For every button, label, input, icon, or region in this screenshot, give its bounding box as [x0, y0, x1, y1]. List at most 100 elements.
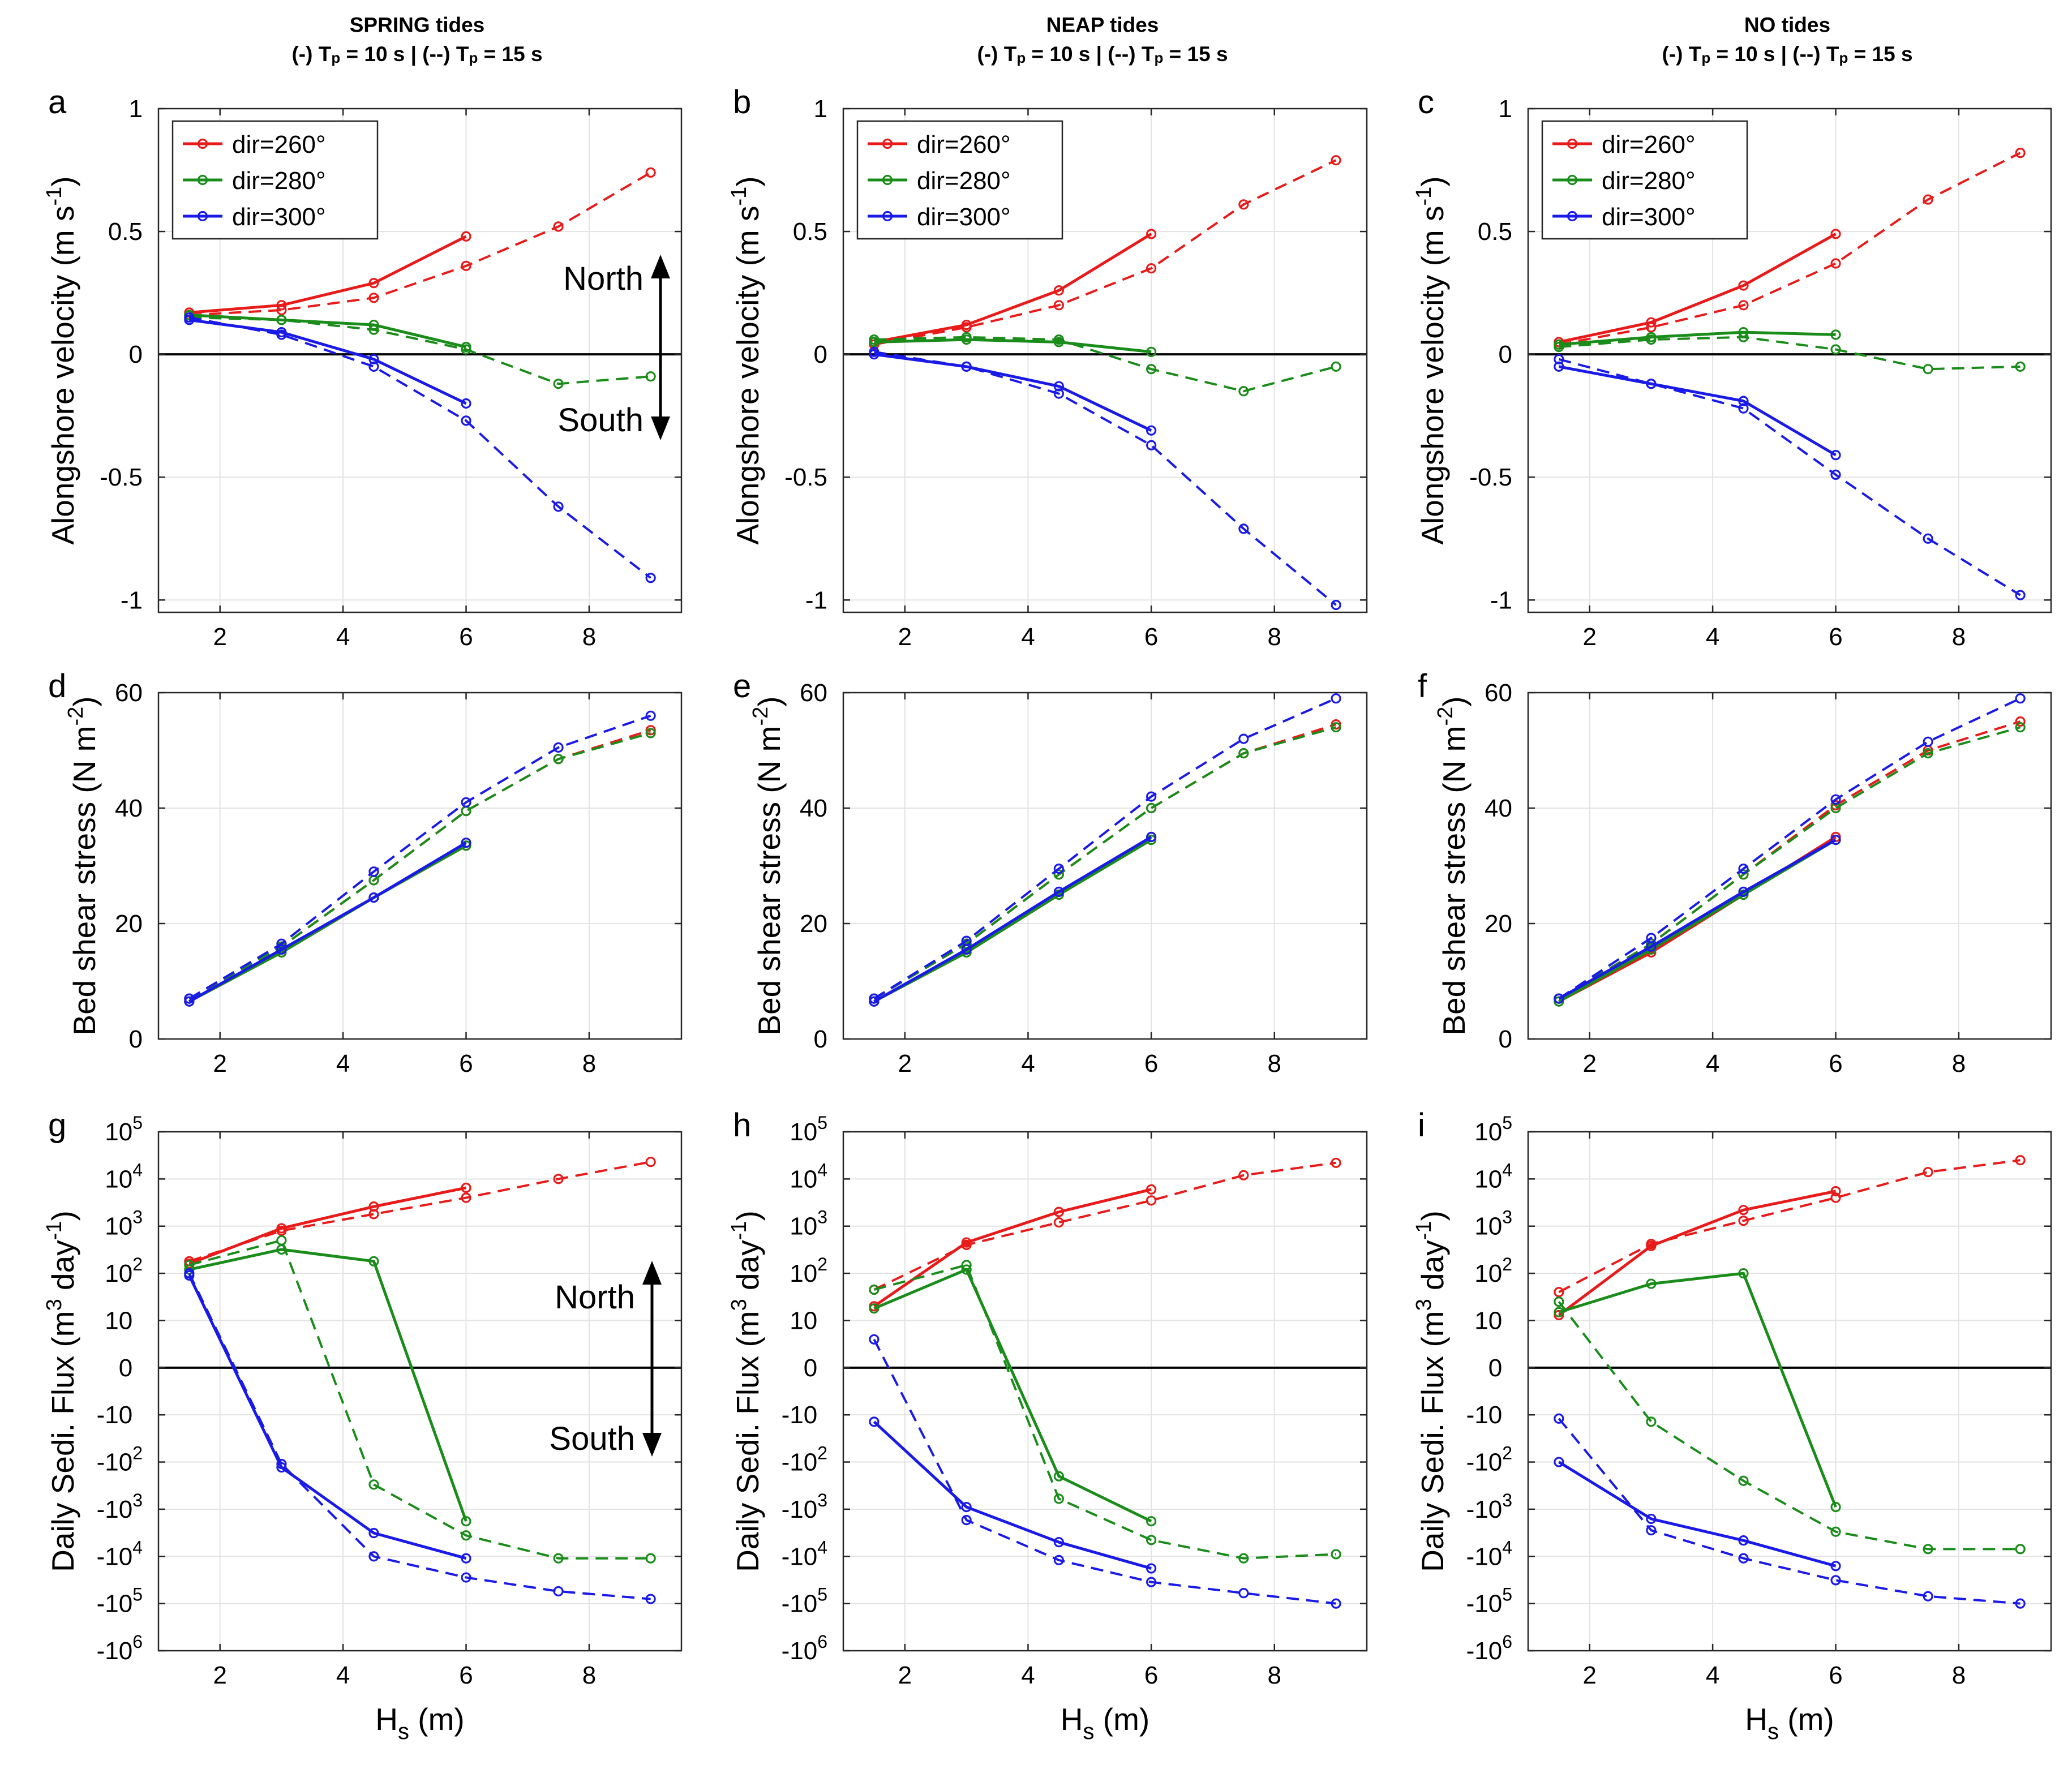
- axes-box: [157, 692, 683, 1040]
- title-neap-line2: (-) Tp = 10 s | (--) Tp = 15 s: [977, 42, 1228, 66]
- data-point: [1738, 1205, 1749, 1216]
- data-point: [1738, 396, 1749, 406]
- x-tick-label: 6: [1829, 1050, 1842, 1077]
- data-point: [2015, 722, 2026, 733]
- series-260-dashed: [1558, 1159, 2020, 1294]
- x-tick-label: 2: [898, 623, 912, 651]
- x-tick-label: 8: [1952, 1050, 1966, 1077]
- data-point: [1646, 1278, 1657, 1289]
- legend-label: dir=300°: [232, 203, 326, 231]
- data-point: [1554, 361, 1564, 372]
- axes-box: [157, 1131, 683, 1652]
- data-point: [1646, 317, 1657, 328]
- data-point: [645, 573, 656, 583]
- data-point: [1053, 1206, 1064, 1217]
- data-point: [461, 1516, 471, 1527]
- data-point: [2015, 693, 2026, 704]
- panel-b: 2 4 6 8 1 0.5 0 -0.5 -1 b Alongshore velocity (m s…: [727, 84, 1368, 651]
- data-point: [645, 710, 656, 721]
- y-tick-label: -1: [121, 586, 143, 614]
- panel-letter-e: e: [733, 668, 751, 705]
- data-point: [276, 304, 287, 316]
- series-260-dashed: [189, 171, 651, 316]
- data-point: [276, 944, 287, 955]
- panel-letter-d: d: [48, 668, 66, 705]
- legend-marker: [197, 211, 208, 222]
- panel-a: 2 4 6 8 1 0.5 0 -0.5 -1 a Alongshore velocity (m s…: [42, 84, 683, 651]
- y-tick-label: -104: [97, 1537, 143, 1570]
- data-point: [276, 1462, 287, 1473]
- data-point: [1830, 229, 1841, 239]
- data-point: [1830, 1575, 1841, 1586]
- y-axis-label: Alongshore velocity (m s-1): [727, 176, 765, 544]
- y-tick-label: 40: [800, 795, 827, 822]
- x-tick-label: 4: [336, 1661, 350, 1689]
- data-point: [2015, 590, 2026, 600]
- series-260-dashed: [1558, 152, 2021, 346]
- data-point: [1146, 1577, 1157, 1587]
- data-point: [1331, 693, 1341, 704]
- data-point: [1146, 791, 1157, 802]
- axes-box: [842, 1131, 1368, 1652]
- series-280-solid: [1558, 1272, 1837, 1508]
- series-260-solid: [873, 233, 1152, 344]
- series-280-solid: [189, 314, 467, 349]
- x-tick-label: 6: [459, 1050, 473, 1077]
- series-280-dashed: [873, 726, 1337, 1000]
- y-tick-label: 104: [790, 1160, 827, 1193]
- y-tick-label: -0.5: [784, 463, 827, 491]
- data-point: [368, 354, 379, 364]
- series-300-solid: [188, 1274, 467, 1560]
- x-tick-label: 2: [898, 1661, 912, 1689]
- data-point: [1738, 869, 1749, 880]
- legend-label: dir=260°: [917, 131, 1011, 158]
- panel-letter-b: b: [733, 84, 751, 121]
- legend-label: dir=280°: [1602, 167, 1696, 195]
- data-point: [1830, 1186, 1841, 1197]
- y-tick-label: 100: [1474, 1307, 1512, 1334]
- series-260-solid: [1558, 233, 1837, 344]
- data-point: [1738, 1475, 1749, 1486]
- x-tick-label: 4: [1706, 1661, 1719, 1689]
- y-axis-label: Daily Sedi. Flux (m3 day-1): [727, 1210, 765, 1572]
- data-point: [961, 322, 972, 333]
- y-tick-label: 0.5: [793, 218, 827, 246]
- series-300-solid: [189, 318, 467, 405]
- data-point: [1053, 1537, 1064, 1548]
- data-point: [1554, 1457, 1564, 1467]
- series-300-dashed: [1558, 1418, 2020, 1605]
- data-point: [1053, 388, 1064, 399]
- y-tick-label: -100: [1466, 1401, 1512, 1429]
- y-tick-label: 0: [1499, 1025, 1512, 1053]
- x-tick-label: 2: [898, 1050, 912, 1077]
- x-tick-label: 8: [1268, 1661, 1281, 1689]
- data-point: [1830, 258, 1841, 269]
- y-tick-label: -105: [782, 1585, 827, 1618]
- y-tick-label: 60: [115, 679, 143, 707]
- title-notides-line2: (-) Tp = 10 s | (--) Tp = 15 s: [1662, 42, 1912, 66]
- data-point: [368, 278, 379, 289]
- series-280-dashed: [1558, 726, 2021, 1000]
- south-label: South: [557, 402, 644, 439]
- x-tick-label: 2: [213, 1661, 226, 1689]
- data-point: [1238, 748, 1249, 759]
- y-tick-label: 105: [790, 1113, 827, 1146]
- x-tick-label: 2: [213, 623, 226, 651]
- north-label: North: [555, 1279, 635, 1316]
- data-point: [1331, 722, 1341, 733]
- data-point: [1738, 403, 1749, 414]
- series-300-solid: [1558, 838, 1837, 1000]
- y-tick-label: -103: [782, 1490, 827, 1523]
- data-point: [1646, 379, 1657, 389]
- data-point: [184, 993, 195, 1004]
- y-tick-label: -100: [782, 1401, 827, 1429]
- panel-g: 2 4 6 8 105 104 103 102 100 00 -100 -102 -103 -104 -10…: [42, 1107, 683, 1744]
- series-300-dashed: [874, 350, 1337, 606]
- x-tick-label: 8: [582, 1661, 596, 1689]
- y-tick-label: -104: [782, 1537, 827, 1570]
- arrow-down-icon: [642, 1433, 662, 1457]
- data-point: [553, 379, 564, 389]
- series-300-dashed: [188, 316, 651, 579]
